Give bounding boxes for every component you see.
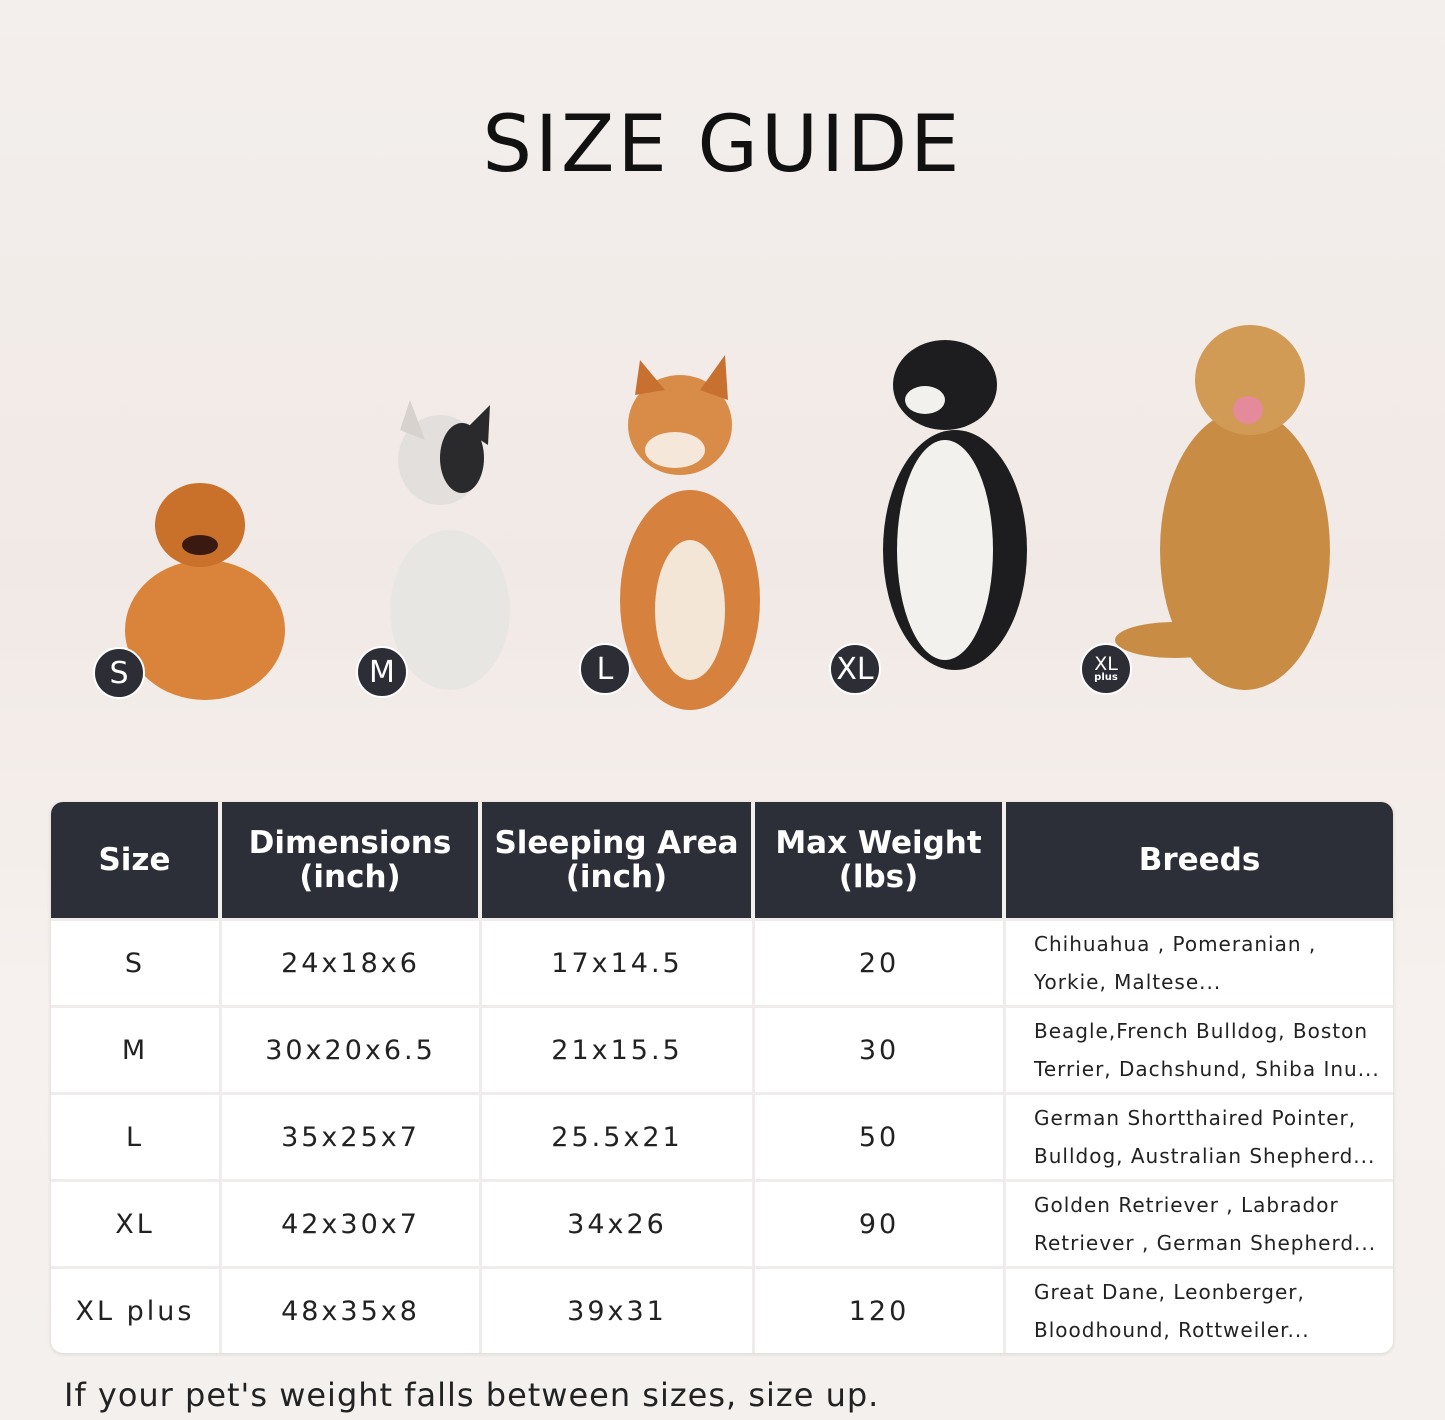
cell-dimensions: 24x18x6 <box>222 918 482 1005</box>
header-size: Size <box>51 802 222 918</box>
badge-label: XL <box>1094 653 1118 675</box>
breeds-line: Bloodhound, Rottweiler... <box>1034 1318 1310 1342</box>
size-badge-l: L <box>579 643 631 695</box>
header-breeds: Breeds <box>1006 802 1393 918</box>
badge-sub-label: plus <box>1094 672 1118 683</box>
breeds-line: Chihuahua , Pomeranian , <box>1034 932 1317 956</box>
cell-dimensions: 42x30x7 <box>222 1179 482 1266</box>
cell-sleeping-area: 17x14.5 <box>482 918 755 1005</box>
header-dimensions: Dimensions (inch) <box>222 802 482 918</box>
breeds-line: Yorkie, Maltese... <box>1034 970 1222 994</box>
cell-max-weight: 90 <box>755 1179 1006 1266</box>
cell-max-weight: 30 <box>755 1005 1006 1092</box>
breeds-line: Golden Retriever , Labrador <box>1034 1193 1339 1217</box>
cell-sleeping-area: 39x31 <box>482 1266 755 1353</box>
breeds-line: Beagle,French Bulldog, Boston <box>1034 1019 1369 1043</box>
cell-size: XL plus <box>51 1266 222 1353</box>
cell-max-weight: 50 <box>755 1092 1006 1179</box>
dogs-lineup: S M L XL XL plus <box>0 300 1445 730</box>
table-row: M 30x20x6.5 21x15.5 30 Beagle,French Bulldog… <box>51 1005 1393 1092</box>
breeds-line: Bulldog, Australian Shepherd... <box>1034 1144 1376 1168</box>
cell-breeds: Beagle,French Bulldog, Boston Terrier, Da… <box>1006 1005 1393 1092</box>
cell-max-weight: 20 <box>755 918 1006 1005</box>
cell-sleeping-area: 34x26 <box>482 1179 755 1266</box>
cell-size: L <box>51 1092 222 1179</box>
breeds-line: Great Dane, Leonberger, <box>1034 1280 1305 1304</box>
breeds-line: Retriever , German Shepherd... <box>1034 1231 1377 1255</box>
badge-label: XL <box>836 651 874 687</box>
breeds-line: German Shortthaired Pointer, <box>1034 1106 1357 1130</box>
table-row: S 24x18x6 17x14.5 20 Chihuahua , Pomeranian … <box>51 918 1393 1005</box>
size-badge-xl: XL <box>829 643 881 695</box>
table-row: L 35x25x7 25.5x21 50 German Shortthaired Poi… <box>51 1092 1393 1179</box>
dog-image-xl-plus-golden-retriever <box>1115 325 1330 690</box>
badge-label: M <box>369 654 395 690</box>
cell-breeds: Great Dane, Leonberger, Bloodhound, Rottw… <box>1006 1266 1393 1353</box>
dog-image-large-shiba-inu <box>620 355 760 710</box>
cell-size: M <box>51 1005 222 1092</box>
cell-dimensions: 35x25x7 <box>222 1092 482 1179</box>
badge-label: S <box>109 655 129 691</box>
cell-breeds: Chihuahua , Pomeranian , Yorkie, Maltese.… <box>1006 918 1393 1005</box>
cell-dimensions: 30x20x6.5 <box>222 1005 482 1092</box>
table-row: XL plus 48x35x8 39x31 120 Great Dane, Leonbe… <box>51 1266 1393 1353</box>
header-sleeping-area: Sleeping Area (inch) <box>482 802 755 918</box>
dog-image-xl-border-collie <box>883 340 1027 670</box>
cell-size: S <box>51 918 222 1005</box>
cell-max-weight: 120 <box>755 1266 1006 1353</box>
table-row: XL 42x30x7 34x26 90 Golden Retriever , Labra… <box>51 1179 1393 1266</box>
cell-breeds: German Shortthaired Pointer, Bulldog, Aus… <box>1006 1092 1393 1179</box>
cell-size: XL <box>51 1179 222 1266</box>
dog-image-small-pomeranian <box>125 483 285 700</box>
header-max-weight: Max Weight (lbs) <box>755 802 1006 918</box>
size-badge-xl-plus: XL plus <box>1080 643 1132 695</box>
page-title: SIZE GUIDE <box>482 100 963 190</box>
cell-dimensions: 48x35x8 <box>222 1266 482 1353</box>
size-badge-m: M <box>356 646 408 698</box>
cell-sleeping-area: 25.5x21 <box>482 1092 755 1179</box>
dog-illustrations <box>125 325 1330 710</box>
badge-label: L <box>596 651 614 687</box>
size-badge-s: S <box>93 647 145 699</box>
dog-image-medium-french-bulldog <box>390 400 510 690</box>
cell-breeds: Golden Retriever , Labrador Retriever , G… <box>1006 1179 1393 1266</box>
size-table: Size Dimensions (inch) Sleeping Area (in… <box>51 802 1393 1353</box>
cell-sleeping-area: 21x15.5 <box>482 1005 755 1092</box>
table-header-row: Size Dimensions (inch) Sleeping Area (in… <box>51 802 1393 918</box>
breeds-line: Terrier, Dachshund, Shiba Inu... <box>1034 1057 1380 1081</box>
sizing-note: If your pet's weight falls between sizes… <box>64 1376 880 1414</box>
